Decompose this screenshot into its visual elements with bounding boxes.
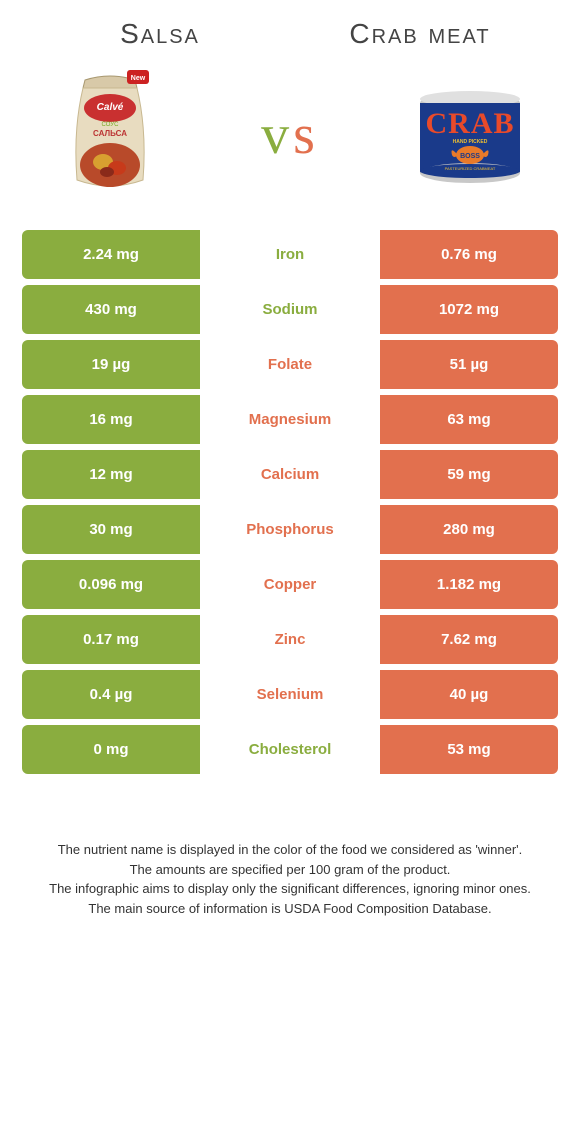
nutrient-name-cell: Iron: [200, 230, 380, 279]
right-value-cell: 59 mg: [380, 450, 558, 499]
svg-text:PASTEURIZED CRABMEAT: PASTEURIZED CRABMEAT: [445, 166, 496, 171]
footnotes: The nutrient name is displayed in the co…: [0, 780, 580, 948]
svg-text:HAND PICKED: HAND PICKED: [453, 139, 488, 145]
comparison-table: 2.24 mgIron0.76 mg 430 mgSodium1072 mg 19 …: [0, 230, 580, 774]
table-row: 0.17 mgZinc7.62 mg: [22, 615, 558, 664]
table-row: 12 mgCalcium59 mg: [22, 450, 558, 499]
left-value-cell: 0.096 mg: [22, 560, 200, 609]
right-value-cell: 280 mg: [380, 505, 558, 554]
crab-product-image: CRAB HAND PICKED BOSS PASTEURIZED CRABME…: [400, 70, 540, 200]
right-food-title: Crab meat: [290, 18, 550, 50]
left-value-cell: 19 µg: [22, 340, 200, 389]
nutrient-name-cell: Magnesium: [200, 395, 380, 444]
footnote-line: The nutrient name is displayed in the co…: [30, 840, 550, 860]
table-row: 2.24 mgIron0.76 mg: [22, 230, 558, 279]
vs-label: vs: [261, 103, 319, 167]
left-value-cell: 0.17 mg: [22, 615, 200, 664]
left-value-cell: 16 mg: [22, 395, 200, 444]
left-value-cell: 30 mg: [22, 505, 200, 554]
nutrient-name-cell: Copper: [200, 560, 380, 609]
salsa-product-image: New Calvé СОУС САЛЬСА: [40, 70, 180, 200]
svg-text:СОУС: СОУС: [102, 122, 120, 128]
table-row: 19 µgFolate51 µg: [22, 340, 558, 389]
right-value-cell: 1072 mg: [380, 285, 558, 334]
left-value-cell: 0 mg: [22, 725, 200, 774]
left-value-cell: 2.24 mg: [22, 230, 200, 279]
right-value-cell: 63 mg: [380, 395, 558, 444]
footnote-line: The main source of information is USDA F…: [30, 899, 550, 919]
nutrient-name-cell: Sodium: [200, 285, 380, 334]
left-value-cell: 430 mg: [22, 285, 200, 334]
hero-row: New Calvé СОУС САЛЬСА vs CR: [0, 60, 580, 230]
svg-text:New: New: [131, 75, 146, 82]
svg-text:CRAB: CRAB: [425, 107, 514, 140]
table-row: 30 mgPhosphorus280 mg: [22, 505, 558, 554]
vs-v: v: [261, 104, 293, 166]
nutrient-name-cell: Folate: [200, 340, 380, 389]
nutrient-name-cell: Selenium: [200, 670, 380, 719]
table-row: 0.4 µgSelenium40 µg: [22, 670, 558, 719]
table-row: 0 mgCholesterol53 mg: [22, 725, 558, 774]
footnote-line: The infographic aims to display only the…: [30, 879, 550, 899]
header-row: Salsa Crab meat: [0, 0, 580, 60]
table-row: 430 mgSodium1072 mg: [22, 285, 558, 334]
svg-text:BOSS: BOSS: [460, 153, 480, 160]
right-value-cell: 7.62 mg: [380, 615, 558, 664]
infographic-container: Salsa Crab meat New Calvé СОУС САЛЬСА vs: [0, 0, 580, 948]
right-value-cell: 40 µg: [380, 670, 558, 719]
right-value-cell: 53 mg: [380, 725, 558, 774]
right-value-cell: 1.182 mg: [380, 560, 558, 609]
nutrient-name-cell: Phosphorus: [200, 505, 380, 554]
nutrient-name-cell: Calcium: [200, 450, 380, 499]
right-value-cell: 51 µg: [380, 340, 558, 389]
svg-text:Calvé: Calvé: [97, 102, 124, 113]
footnote-line: The amounts are specified per 100 gram o…: [30, 860, 550, 880]
left-value-cell: 12 mg: [22, 450, 200, 499]
nutrient-name-cell: Cholesterol: [200, 725, 380, 774]
left-food-title: Salsa: [30, 18, 290, 50]
table-row: 0.096 mgCopper1.182 mg: [22, 560, 558, 609]
vs-s: s: [293, 104, 319, 166]
left-value-cell: 0.4 µg: [22, 670, 200, 719]
svg-text:САЛЬСА: САЛЬСА: [93, 129, 127, 138]
nutrient-name-cell: Zinc: [200, 615, 380, 664]
right-value-cell: 0.76 mg: [380, 230, 558, 279]
table-row: 16 mgMagnesium63 mg: [22, 395, 558, 444]
